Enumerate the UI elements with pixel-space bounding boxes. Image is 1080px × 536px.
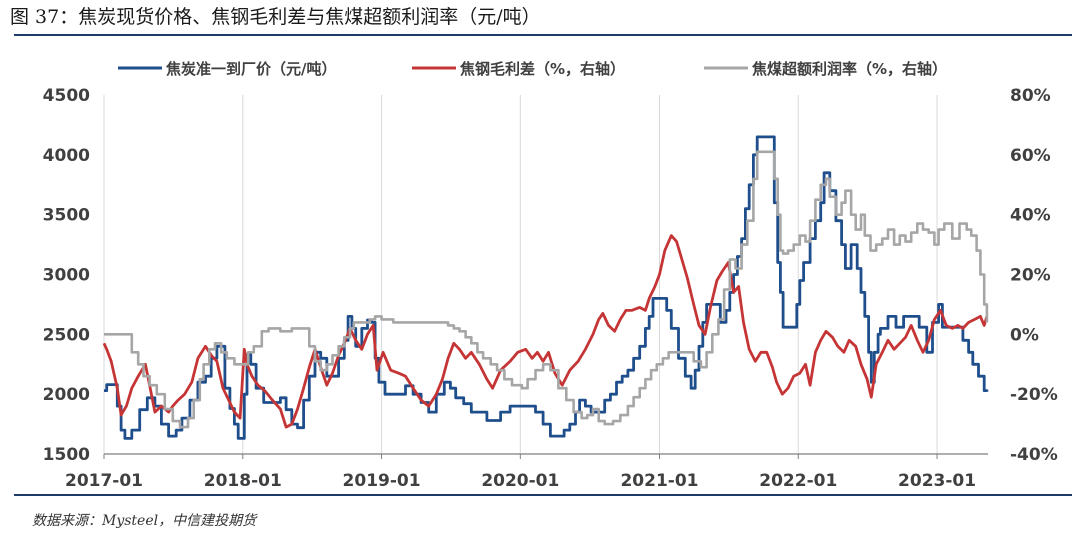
y-left-tick-label: 4500 <box>43 86 90 106</box>
y-right-tick-label: 80% <box>1010 86 1051 106</box>
legend-coking-coal-excess-profit-label: 焦煤超额利润率（%，右轴） <box>751 60 947 78</box>
coke-steel-margin-line <box>102 234 989 429</box>
x-tick-label: 2022-01 <box>759 471 837 491</box>
legend: 焦炭准一到厂价（元/吨） 焦钢毛利差（%，右轴） 焦煤超额利润率（%，右轴） <box>118 60 947 78</box>
y-right-tick-label: 40% <box>1010 206 1051 226</box>
coke-price-line <box>104 135 989 440</box>
x-tick-label: 2017-01 <box>65 471 143 491</box>
chart-canvas: 2017-01 2018-01 2019-01 2020-01 2021-01 2022-… <box>43 60 1058 491</box>
coking-coal-excess-profit-line <box>104 150 989 429</box>
legend-coke-steel-margin-label: 焦钢毛利差（%，右轴） <box>459 60 625 78</box>
y-left-tick-label: 2500 <box>43 325 90 345</box>
x-tick-label: 2018-01 <box>204 471 282 491</box>
x-tick-label: 2021-01 <box>620 471 698 491</box>
x-tick-label: 2020-01 <box>481 471 559 491</box>
y-left-tick-label: 1500 <box>43 445 90 465</box>
y-left-tick-label: 2000 <box>43 385 90 405</box>
y-right-tick-label: -20% <box>1010 385 1058 405</box>
legend-coke-price-label: 焦炭准一到厂价（元/吨） <box>165 60 336 78</box>
source-note: 数据来源：Mysteel，中信建投期货 <box>32 513 257 529</box>
series-lines <box>102 135 989 440</box>
top-rule <box>14 34 1072 36</box>
y-right-tick-label: 0% <box>1010 325 1039 345</box>
x-tick-label: 2019-01 <box>343 471 421 491</box>
axes <box>103 453 988 459</box>
gridlines <box>103 95 938 454</box>
bottom-rule <box>14 494 1072 496</box>
y-left-tick-label: 3500 <box>43 206 90 226</box>
y-right-tick-label: -40% <box>1010 445 1058 465</box>
y-right-tick-label: 20% <box>1010 266 1051 286</box>
y-left-tick-label: 3000 <box>43 266 90 286</box>
y-left-tick-label: 4000 <box>43 146 90 166</box>
tick-labels: 2017-01 2018-01 2019-01 2020-01 2021-01 2022-… <box>43 86 1058 491</box>
figure-title: 图 37：焦炭现货价格、焦钢毛利差与焦煤超额利润率（元/吨） <box>10 6 541 28</box>
x-tick-label: 2023-01 <box>898 471 976 491</box>
y-right-tick-label: 60% <box>1010 146 1051 166</box>
